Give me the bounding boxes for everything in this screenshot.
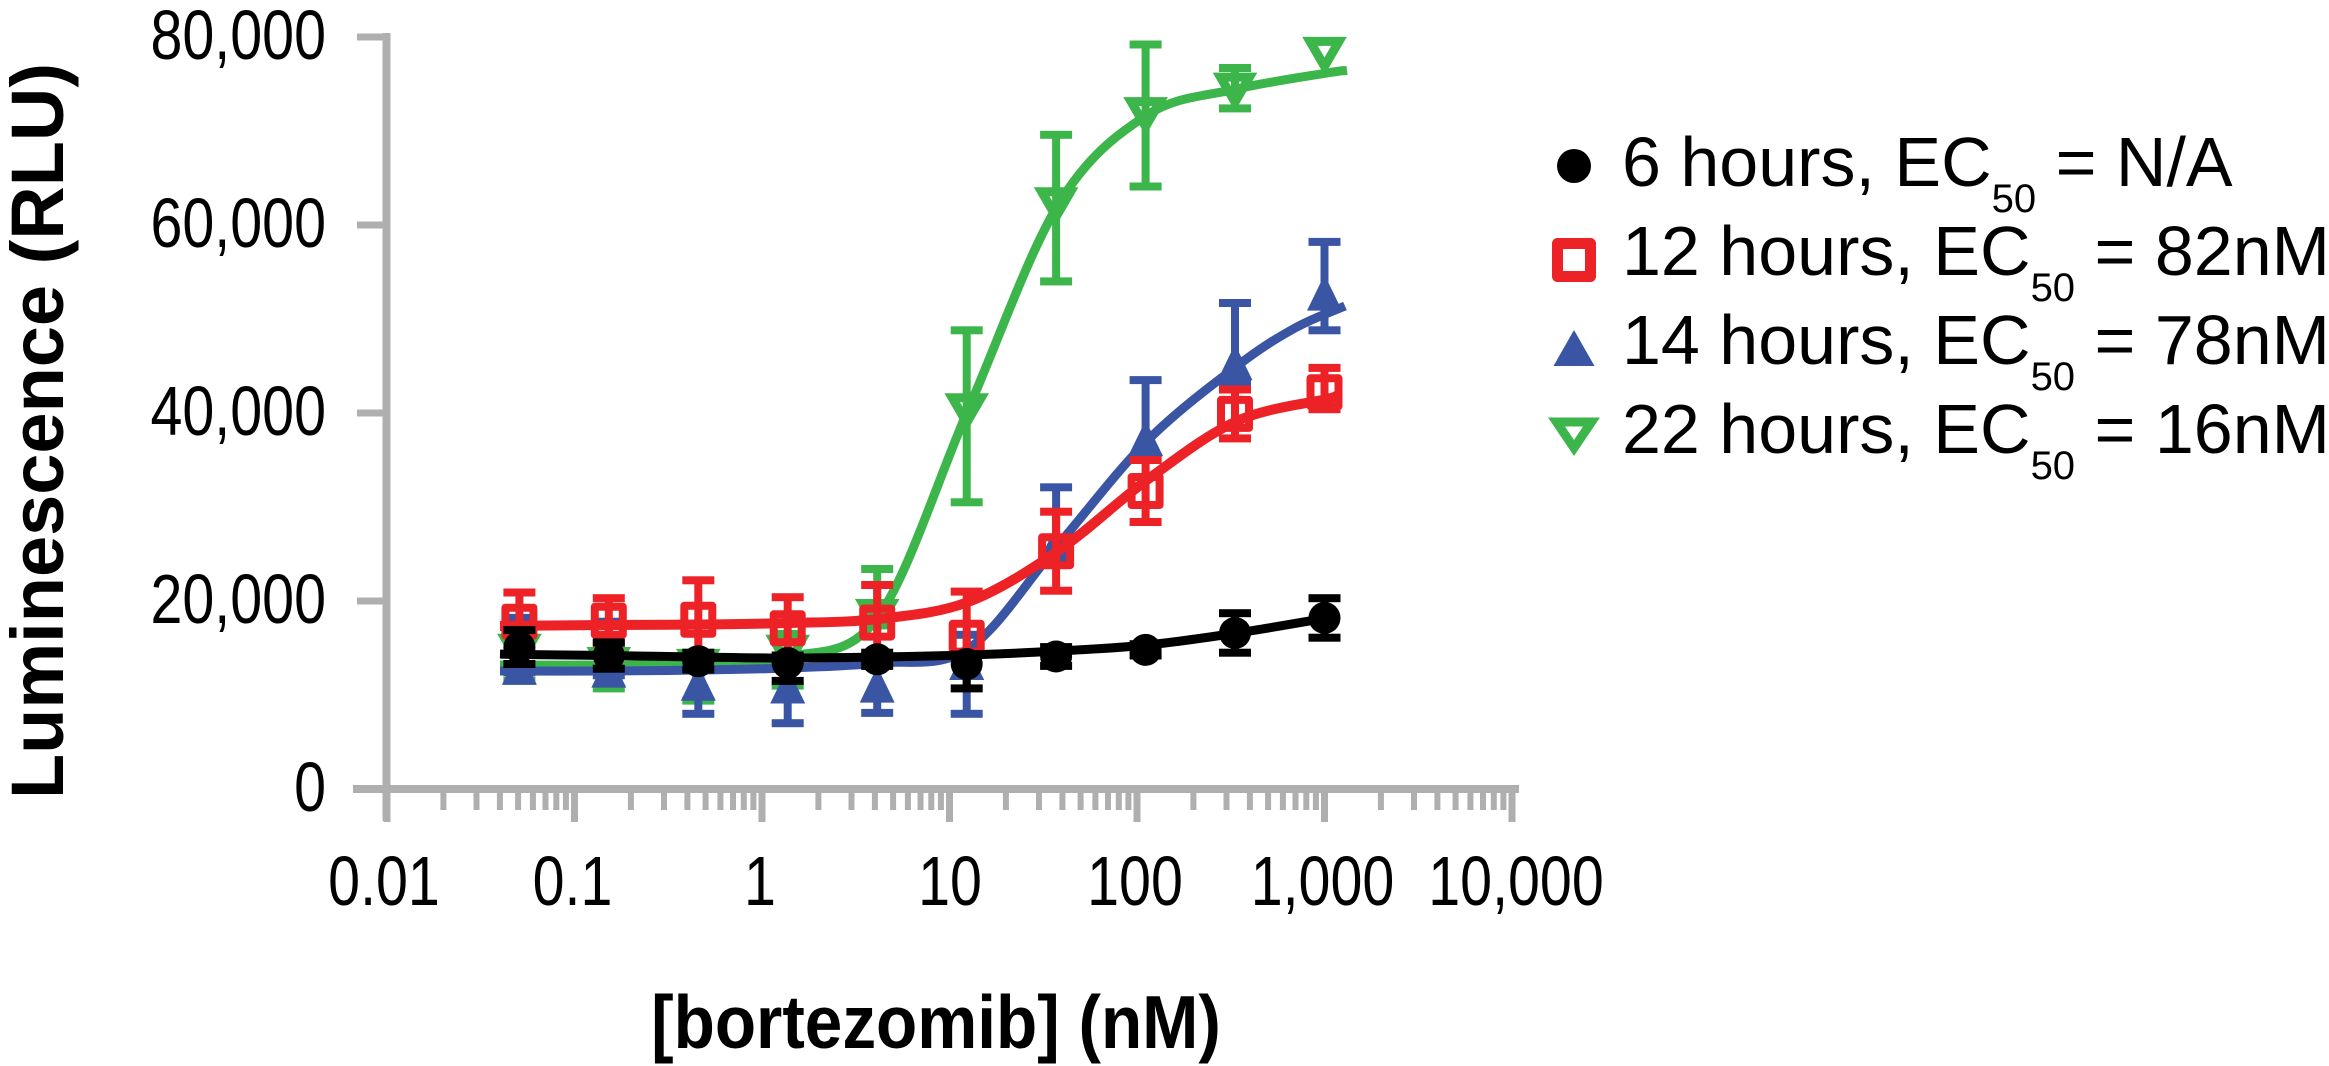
svg-text:40,000: 40,000: [150, 372, 326, 451]
svg-text:80,000: 80,000: [150, 0, 326, 74]
svg-text:0.01: 0.01: [328, 842, 440, 921]
svg-text:10: 10: [918, 842, 982, 921]
svg-text:Luminescence (RLU): Luminescence (RLU): [0, 63, 79, 799]
svg-text:60,000: 60,000: [150, 184, 326, 263]
svg-text:100: 100: [1087, 842, 1183, 921]
svg-text:10,000: 10,000: [1428, 842, 1604, 921]
svg-text:1: 1: [744, 842, 776, 921]
svg-text:0: 0: [294, 748, 326, 827]
svg-text:20,000: 20,000: [150, 560, 326, 639]
svg-text:1,000: 1,000: [1251, 842, 1395, 921]
svg-text:0.1: 0.1: [533, 842, 613, 921]
svg-text:[bortezomib] (nM): [bortezomib] (nM): [651, 981, 1221, 1065]
